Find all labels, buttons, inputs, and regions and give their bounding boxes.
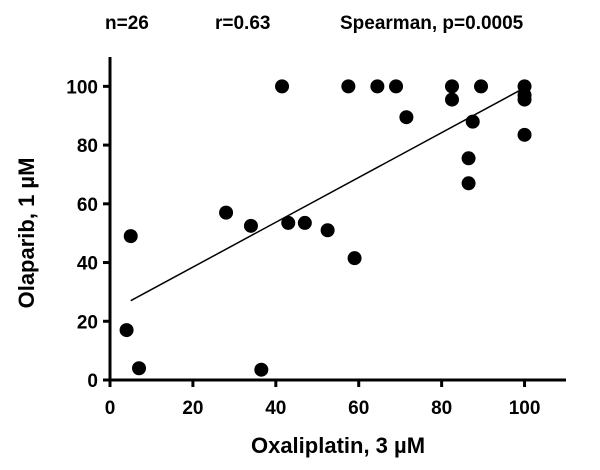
y-tick-label: 40 (77, 254, 98, 275)
data-point (132, 361, 147, 376)
y-tick-label: 0 (87, 371, 98, 392)
data-point (123, 229, 138, 244)
data-point (474, 79, 489, 94)
data-point (275, 79, 290, 94)
y-tick-label: 100 (66, 77, 98, 98)
y-axis-label: Olaparib, 1 µM (14, 158, 39, 309)
y-tick-label: 60 (77, 195, 98, 216)
data-point (399, 110, 414, 125)
x-tick-label: 20 (182, 398, 203, 419)
x-tick-label: 80 (431, 398, 452, 419)
stat-r: r=0.63 (215, 13, 270, 34)
x-tick-label: 100 (509, 398, 541, 419)
data-point (445, 92, 459, 107)
data-point (254, 362, 269, 377)
data-point (461, 151, 476, 166)
data-point (297, 215, 312, 230)
data-point (320, 223, 335, 238)
data-point (219, 205, 234, 220)
data-point (389, 79, 404, 94)
data-point (517, 127, 532, 142)
x-tick-label: 40 (265, 398, 286, 419)
x-axis-label: Oxaliplatin, 3 µM (251, 433, 425, 458)
data-point (347, 251, 362, 266)
data-point (281, 215, 296, 230)
data-point (461, 176, 476, 191)
stat-test: Spearman, p=0.0005 (340, 13, 524, 34)
y-tick-label: 20 (77, 312, 98, 333)
x-tick-label: 60 (348, 398, 369, 419)
data-point (445, 79, 459, 94)
regression-line (130, 87, 525, 302)
data-point (517, 92, 532, 107)
data-point (465, 114, 480, 129)
data-point (243, 218, 258, 233)
data-point (341, 79, 356, 94)
data-point (119, 323, 134, 338)
data-point (370, 79, 385, 94)
regression-line-group (130, 87, 525, 302)
data-points (119, 79, 532, 377)
x-tick-label: 0 (105, 398, 116, 419)
stat-n: n=26 (105, 13, 149, 34)
axes: 0 20 40 60 80 100 0 20 40 60 80 100 (66, 57, 566, 419)
y-tick-label: 80 (77, 136, 98, 157)
